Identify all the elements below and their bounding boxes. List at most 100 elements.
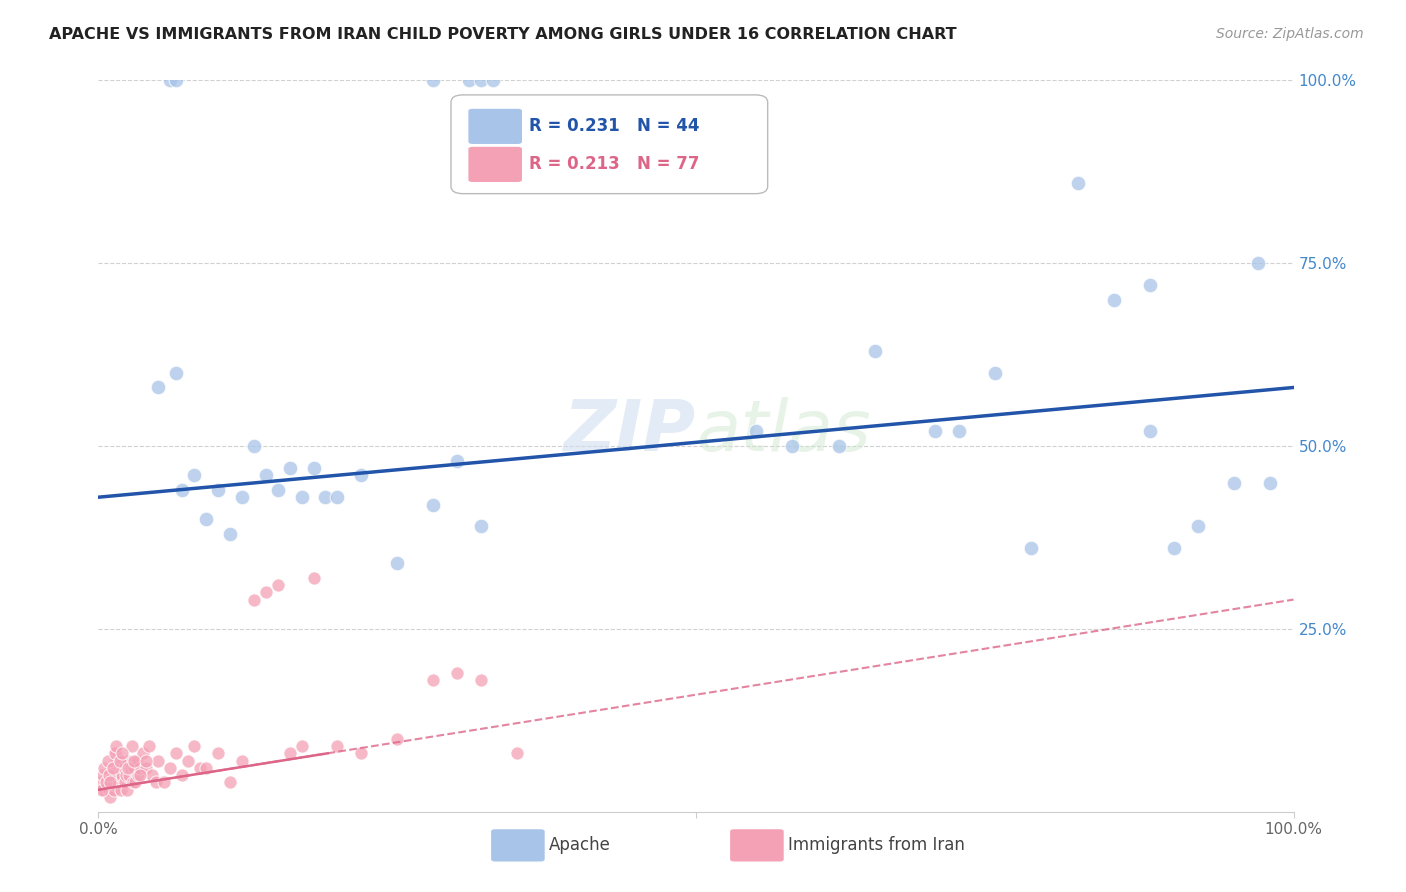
Point bbox=[117, 754, 139, 768]
Point bbox=[219, 526, 242, 541]
Point bbox=[422, 73, 444, 87]
Point bbox=[93, 782, 115, 797]
Point bbox=[100, 775, 122, 789]
Point bbox=[129, 761, 152, 775]
Point bbox=[745, 425, 768, 439]
Point bbox=[1139, 425, 1161, 439]
Point bbox=[101, 761, 124, 775]
Point bbox=[159, 761, 181, 775]
Point bbox=[1223, 475, 1246, 490]
Point bbox=[98, 768, 121, 782]
Point bbox=[104, 761, 127, 775]
Point bbox=[105, 754, 128, 768]
Point bbox=[91, 782, 114, 797]
Point bbox=[865, 343, 887, 358]
Point bbox=[141, 768, 163, 782]
Text: Apache: Apache bbox=[548, 837, 610, 855]
Point bbox=[326, 490, 349, 504]
FancyBboxPatch shape bbox=[730, 829, 785, 863]
Point bbox=[422, 673, 444, 687]
Point bbox=[302, 461, 325, 475]
Point bbox=[124, 761, 146, 775]
Point bbox=[110, 782, 132, 797]
Point bbox=[148, 754, 170, 768]
Point bbox=[108, 754, 131, 768]
Point bbox=[165, 366, 187, 380]
Point bbox=[470, 673, 492, 687]
FancyBboxPatch shape bbox=[491, 829, 546, 863]
Point bbox=[350, 746, 373, 760]
Point bbox=[165, 746, 187, 760]
Point bbox=[422, 498, 444, 512]
Point bbox=[115, 782, 138, 797]
Point bbox=[243, 439, 266, 453]
Point bbox=[183, 739, 205, 753]
Point bbox=[326, 739, 349, 753]
Point bbox=[105, 746, 128, 760]
Text: R = 0.213   N = 77: R = 0.213 N = 77 bbox=[529, 155, 699, 173]
Point bbox=[207, 483, 229, 497]
Point bbox=[1163, 541, 1185, 556]
Point bbox=[291, 490, 314, 504]
Text: R = 0.231   N = 44: R = 0.231 N = 44 bbox=[529, 118, 699, 136]
Point bbox=[108, 754, 131, 768]
Point bbox=[98, 775, 122, 789]
Point bbox=[1139, 278, 1161, 293]
Point bbox=[127, 768, 149, 782]
Point bbox=[172, 768, 194, 782]
Point bbox=[278, 461, 301, 475]
Point bbox=[129, 768, 152, 782]
Text: Immigrants from Iran: Immigrants from Iran bbox=[787, 837, 965, 855]
Point bbox=[254, 585, 277, 599]
Point bbox=[131, 746, 153, 760]
Point bbox=[315, 490, 337, 504]
Point bbox=[350, 468, 373, 483]
Point bbox=[195, 512, 218, 526]
Point bbox=[984, 366, 1007, 380]
Point bbox=[124, 754, 146, 768]
Point bbox=[114, 775, 136, 789]
Point bbox=[177, 754, 200, 768]
Point bbox=[96, 768, 118, 782]
Point bbox=[125, 754, 148, 768]
Point bbox=[183, 468, 205, 483]
Point bbox=[291, 739, 314, 753]
Point bbox=[121, 739, 143, 753]
Point bbox=[153, 775, 176, 789]
Point bbox=[98, 782, 121, 797]
Point bbox=[219, 775, 242, 789]
Point bbox=[90, 775, 112, 789]
Point bbox=[1067, 176, 1090, 190]
Point bbox=[506, 746, 529, 760]
Point bbox=[111, 768, 134, 782]
Point bbox=[188, 761, 211, 775]
Point bbox=[124, 775, 146, 789]
Text: Source: ZipAtlas.com: Source: ZipAtlas.com bbox=[1216, 27, 1364, 41]
Point bbox=[267, 578, 290, 592]
Point bbox=[1104, 293, 1126, 307]
Point bbox=[470, 73, 492, 87]
Point bbox=[1258, 475, 1281, 490]
Point bbox=[231, 490, 253, 504]
Point bbox=[103, 782, 125, 797]
Point bbox=[111, 746, 134, 760]
Point bbox=[231, 754, 253, 768]
Point bbox=[105, 739, 128, 753]
Point bbox=[145, 775, 167, 789]
Point bbox=[828, 439, 851, 453]
Point bbox=[94, 775, 117, 789]
Point bbox=[243, 592, 266, 607]
Point bbox=[135, 754, 157, 768]
Point bbox=[104, 746, 127, 760]
Point bbox=[195, 761, 218, 775]
Point bbox=[1247, 256, 1270, 270]
Point bbox=[385, 731, 409, 746]
FancyBboxPatch shape bbox=[468, 108, 523, 145]
Point bbox=[112, 761, 135, 775]
Text: APACHE VS IMMIGRANTS FROM IRAN CHILD POVERTY AMONG GIRLS UNDER 16 CORRELATION CH: APACHE VS IMMIGRANTS FROM IRAN CHILD POV… bbox=[49, 27, 957, 42]
Point bbox=[101, 768, 124, 782]
Point bbox=[159, 73, 181, 87]
Text: atlas: atlas bbox=[696, 397, 870, 466]
Point bbox=[470, 519, 492, 533]
FancyBboxPatch shape bbox=[451, 95, 768, 194]
